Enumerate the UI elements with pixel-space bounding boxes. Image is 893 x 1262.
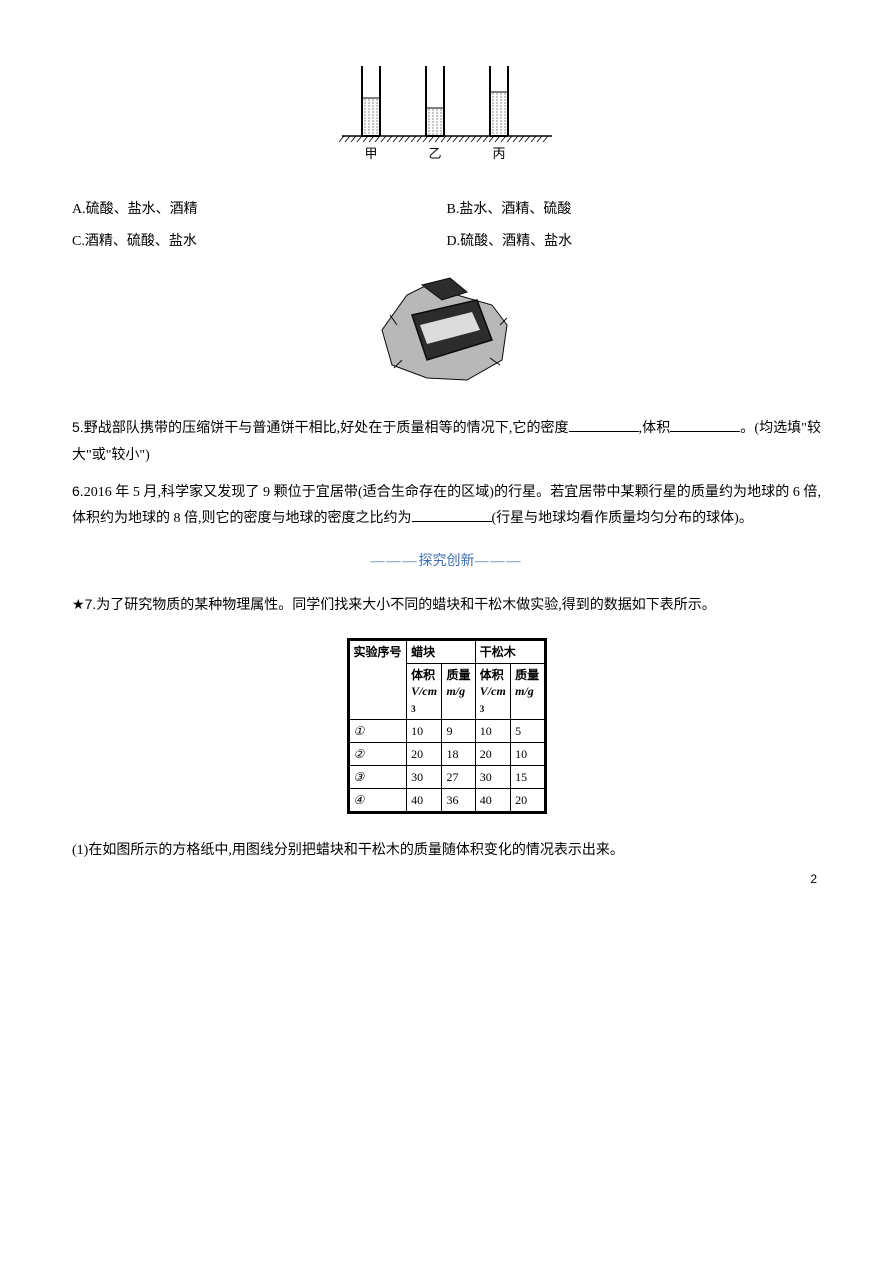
table-row-number: ③: [348, 766, 407, 789]
table-row-number: ④: [348, 789, 407, 813]
q5-number: 5.: [72, 419, 84, 435]
table-cell: 9: [442, 719, 475, 742]
q6-text-b: (行星与地球均看作质量均匀分布的球体)。: [492, 511, 753, 526]
option-a: A.硫酸、盐水、酒精: [72, 197, 447, 224]
table-cell: 20: [511, 789, 545, 813]
table-cell: 27: [442, 766, 475, 789]
dash-right: ———: [475, 554, 523, 569]
tubes-svg: 甲乙丙: [332, 58, 562, 168]
table-cell: 40: [407, 789, 442, 813]
biscuit-figure: [72, 270, 821, 401]
table-sub-header: 质量m/g: [442, 664, 475, 720]
table-cell: 20: [407, 742, 442, 765]
table-row: ②20182010: [348, 742, 545, 765]
table-cell: 10: [475, 719, 510, 742]
table-group-header-1: 蜡块: [407, 639, 476, 663]
table-sub-header: 体积V/cm3: [407, 664, 442, 720]
table-cell: 36: [442, 789, 475, 813]
option-c: C.酒精、硫酸、盐水: [72, 229, 447, 256]
table-row-number: ②: [348, 742, 407, 765]
table-cell: 15: [511, 766, 545, 789]
data-table: 实验序号 蜡块 干松木 体积V/cm3质量m/g体积V/cm3质量m/g ①10…: [347, 638, 547, 815]
table-cell: 30: [475, 766, 510, 789]
question-7: ★7.为了研究物质的某种物理属性。同学们找来大小不同的蜡块和干松木做实验,得到的…: [72, 591, 821, 620]
table-row: ①109105: [348, 719, 545, 742]
table-sub-header: 体积V/cm3: [475, 664, 510, 720]
option-row-2: C.酒精、硫酸、盐水 D.硫酸、酒精、盐水: [72, 229, 821, 256]
q7-text: 为了研究物质的某种物理属性。同学们找来大小不同的蜡块和干松木做实验,得到的数据如…: [96, 598, 716, 613]
table-row-number: ①: [348, 719, 407, 742]
table-row: ④40364020: [348, 789, 545, 813]
option-b: B.盐水、酒精、硫酸: [447, 197, 822, 224]
q5-text-a: 野战部队携带的压缩饼干与普通饼干相比,好处在于质量相等的情况下,它的密度: [84, 421, 569, 436]
q6-number: 6.: [72, 483, 84, 499]
q6-blank-1: [412, 508, 492, 522]
section-label: 探究创新: [419, 554, 475, 569]
svg-text:丙: 丙: [492, 146, 505, 161]
table-cell: 10: [511, 742, 545, 765]
table-corner-cell: 实验序号: [348, 639, 407, 719]
page-number: 2: [810, 868, 817, 891]
table-cell: 20: [475, 742, 510, 765]
biscuit-svg: [372, 270, 522, 390]
table-cell: 30: [407, 766, 442, 789]
table-cell: 10: [407, 719, 442, 742]
table-cell: 40: [475, 789, 510, 813]
table-cell: 5: [511, 719, 545, 742]
table-group-header-2: 干松木: [475, 639, 545, 663]
table-row: ③30273015: [348, 766, 545, 789]
svg-text:甲: 甲: [364, 146, 377, 161]
question-7-sub1: (1)在如图所示的方格纸中,用图线分别把蜡块和干松木的质量随体积变化的情况表示出…: [72, 838, 821, 865]
q7-number: 7.: [85, 596, 97, 612]
question-6: 6.2016 年 5 月,科学家又发现了 9 颗位于宜居带(适合生命存在的区域)…: [72, 478, 821, 533]
q5-blank-2: [670, 418, 740, 432]
option-d: D.硫酸、酒精、盐水: [447, 229, 822, 256]
option-row-1: A.硫酸、盐水、酒精 B.盐水、酒精、硫酸: [72, 197, 821, 224]
svg-text:乙: 乙: [428, 146, 441, 161]
table-header-row-1: 实验序号 蜡块 干松木: [348, 639, 545, 663]
dash-left: ———: [371, 554, 419, 569]
q7-star: ★: [72, 596, 85, 612]
question-5: 5.野战部队携带的压缩饼干与普通饼干相比,好处在于质量相等的情况下,它的密度 ,体…: [72, 414, 821, 469]
table-sub-header: 质量m/g: [511, 664, 545, 720]
table-cell: 18: [442, 742, 475, 765]
tubes-figure: 甲乙丙: [72, 58, 821, 179]
section-header: ———探究创新———: [72, 549, 821, 576]
q5-blank-1: [569, 418, 639, 432]
q5-text-b: ,体积: [639, 421, 671, 436]
